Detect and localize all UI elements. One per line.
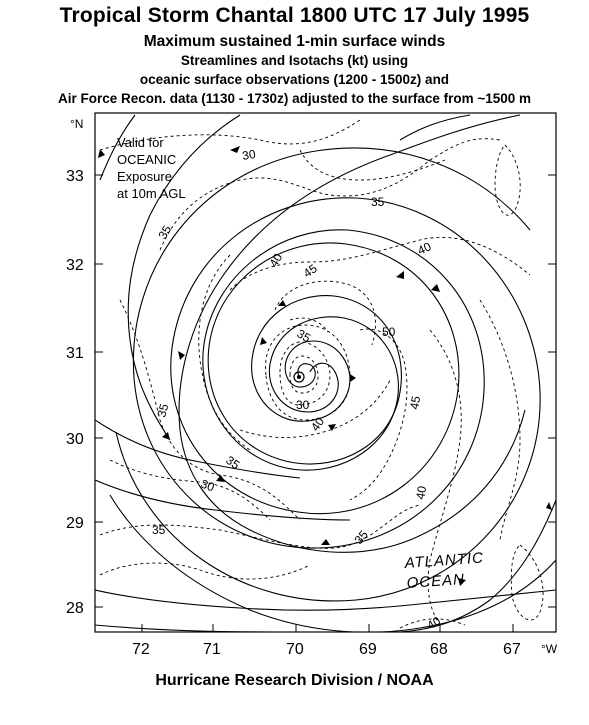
isotach-core-1: [279, 341, 331, 406]
streamline-12: [99, 114, 136, 181]
isotach-50-east: [349, 328, 408, 501]
isotach-label: 30: [296, 398, 310, 412]
isotach-35-east: [479, 299, 521, 541]
isotach-30-west: [198, 254, 251, 451]
arrow-inner-east: [350, 374, 356, 382]
streamline-2: [132, 147, 531, 549]
exposure-note-line: OCEANIC: [117, 152, 176, 167]
isotach-45-ring: [274, 280, 376, 346]
lat-tick-label: 32: [66, 257, 84, 274]
arrow-northeast: [396, 271, 404, 279]
lon-ticks: [141, 624, 514, 632]
streamline-10: [399, 499, 556, 632]
arrow-west-1: [178, 351, 185, 360]
lat-tick-label: 30: [66, 431, 84, 448]
isotach-label: 35: [152, 523, 166, 537]
map-subtitle: Maximum sustained 1-min surface winds: [143, 33, 446, 50]
lat-tick-label: 33: [66, 168, 84, 185]
lon-unit-label: °W: [541, 642, 558, 656]
streamline-8: [95, 589, 556, 611]
arrow-west-top: [98, 149, 105, 158]
lon-tick-label: 72: [132, 641, 150, 658]
arrow-west-2: [162, 432, 170, 440]
isotach-label: 40: [413, 485, 429, 501]
isotach-40-northeast: [229, 236, 531, 291]
map-frame: [94, 112, 557, 633]
streamline-7: [95, 479, 351, 521]
isotach-35-southwest: [119, 299, 301, 521]
isotach-north-top: [299, 149, 446, 181]
streamline-5: [399, 114, 471, 141]
ocean-label: ATLANTIC OCEAN: [403, 549, 484, 591]
isotach-40-bottom: [399, 618, 466, 629]
plot-area: 30 35 35 40 40 45 35 50 30 35 40 45 35 3…: [95, 114, 556, 633]
streamlines: [95, 114, 556, 632]
isotach-label: 30: [199, 477, 217, 495]
streamline-9: [95, 624, 271, 632]
ocean-label-line-2: OCEAN: [406, 571, 465, 592]
isotach-35-northeast-loop: [494, 144, 521, 216]
method-line-1: Streamlines and Isotachs (kt) using: [180, 53, 409, 68]
arrow-inner-north: [278, 300, 286, 306]
streamline-1: [115, 197, 541, 602]
isotach-core-2: [289, 355, 319, 394]
exposure-note-line: at 10m AGL: [117, 186, 186, 201]
isotach-label: 40: [425, 614, 444, 633]
latitude-axis: °N 33 32 31 30 29 28: [66, 117, 556, 617]
lat-ticks: [95, 174, 556, 608]
arrow-southwest: [216, 475, 225, 482]
isotach-label: 35: [154, 402, 171, 419]
isotach-label: 35: [155, 223, 174, 242]
streamline-11: [127, 114, 241, 441]
longitude-axis: 72 71 70 69 68 67 °W: [132, 624, 558, 658]
lat-tick-label: 29: [66, 515, 84, 532]
isotach-35-south: [99, 504, 421, 549]
map-title: Tropical Storm Chantal 1800 UTC 17 July …: [59, 4, 530, 27]
streamline-3: [178, 114, 526, 553]
arrow-southeast: [458, 578, 466, 586]
exposure-note: Valid for OCEANIC Exposure at 10m AGL: [117, 135, 186, 201]
arrow-north: [230, 146, 240, 153]
isotach-label: 30: [241, 147, 257, 163]
lon-tick-label: 70: [286, 641, 304, 658]
storm-center-marker: [293, 371, 305, 383]
isotach-southwest-lobe: [99, 562, 311, 580]
isotach-labels: 30 35 35 40 40 45 35 50 30 35 40 45 35 3…: [152, 147, 444, 633]
isotach-label: 45: [407, 395, 423, 411]
isotach-label: 35: [371, 195, 385, 209]
lon-tick-label: 68: [430, 641, 448, 658]
ocean-label-line-1: ATLANTIC: [403, 549, 484, 572]
lat-tick-label: 28: [66, 600, 84, 617]
arrow-inner-west: [260, 337, 267, 345]
arrow-east: [431, 284, 440, 292]
lat-tick-label: 31: [66, 345, 84, 362]
storm-center-dot: [297, 375, 301, 379]
lat-unit-label: °N: [70, 117, 83, 131]
exposure-note-line: Valid for: [117, 135, 164, 150]
isotach-label: 45: [301, 261, 320, 280]
isotach-30-southwest: [109, 459, 271, 521]
exposure-note-line: Exposure: [117, 169, 172, 184]
streamline-arrows: [98, 146, 552, 586]
arrow-south: [321, 539, 330, 545]
isotach-label: 50: [382, 325, 396, 339]
lon-tick-label: 67: [503, 641, 521, 658]
isotach-label: 40: [266, 251, 285, 270]
isotach-35-north: [159, 138, 501, 251]
isotach-label: 40: [415, 239, 433, 257]
isotach-40-east: [427, 329, 462, 626]
lon-tick-label: 69: [359, 641, 377, 658]
streamline-4: [109, 494, 556, 632]
streamline-6: [95, 419, 301, 479]
method-line-3: Air Force Recon. data (1130 - 1730z) adj…: [57, 91, 532, 106]
arrow-east-2: [546, 502, 552, 510]
arrow-inner-south: [328, 424, 336, 431]
isotach-label: 35: [295, 326, 314, 345]
lon-tick-label: 71: [203, 641, 221, 658]
method-line-2: oceanic surface observations (1200 - 150…: [139, 72, 450, 87]
isotach-40-south: [239, 379, 391, 438]
isotach-southeast-lobe: [510, 544, 544, 621]
credit-footer: Hurricane Research Division / NOAA: [155, 672, 434, 689]
